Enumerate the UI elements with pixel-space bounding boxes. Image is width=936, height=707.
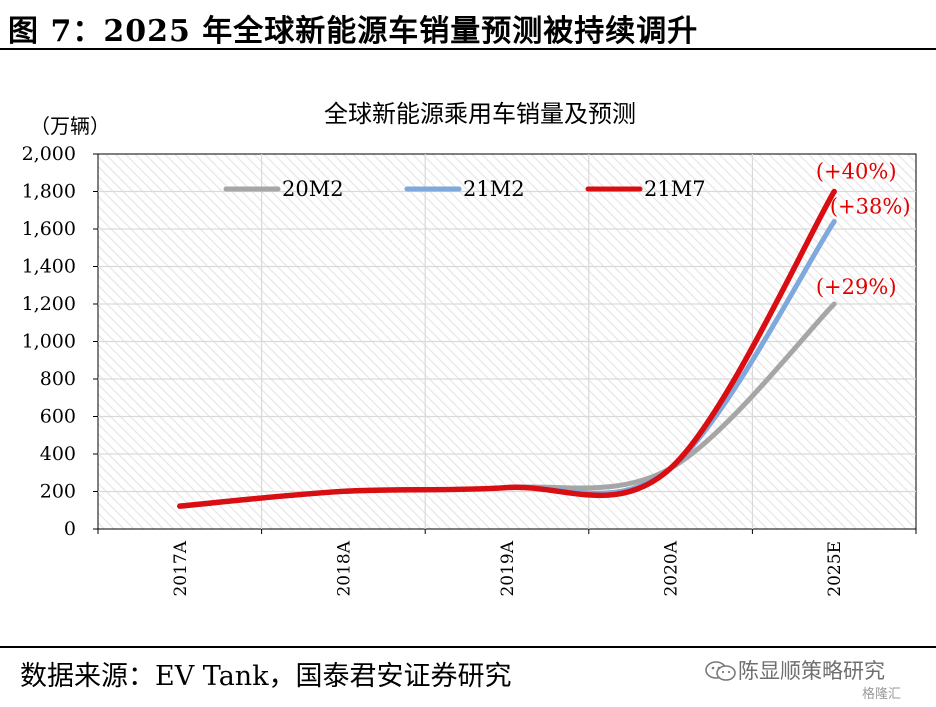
y-tick-label: 1,200 (22, 293, 76, 315)
end-label: (+38%) (830, 195, 911, 219)
chart-title: 全球新能源乘用车销量及预测 (324, 100, 636, 128)
y-tick-label: 1,600 (22, 218, 76, 240)
footer-divider (0, 646, 936, 648)
x-tick-label: 2020A (662, 540, 682, 596)
legend-label: 20M2 (282, 177, 344, 201)
gridlines (98, 154, 916, 529)
y-tick-label: 400 (40, 443, 76, 465)
y-tick-label: 800 (40, 368, 76, 390)
line-chart: 2017A 2018A 2019A 2020A 2025E 0 200 400 600 800 1… (22, 100, 917, 597)
end-label: (+40%) (816, 160, 897, 184)
x-tick-label: 2025E (825, 541, 845, 597)
source-note: 数据来源：EV Tank，国泰君安证券研究 (20, 661, 512, 692)
legend: 20M2 21M2 21M7 (223, 177, 706, 201)
y-tick-label: 0 (64, 518, 76, 540)
end-annotations: (+40%) (+38%) (+29%) (816, 160, 911, 300)
watermark-sub: 格隆汇 (862, 687, 902, 702)
wechat-icon (705, 661, 736, 681)
legend-label: 21M7 (644, 177, 706, 201)
y-tick-label: 1,800 (22, 181, 76, 203)
series-line-21m7 (177, 188, 837, 509)
figure-title: 图 7：2025 年全球新能源车销量预测被持续调升 (8, 14, 699, 49)
y-tick-label: 1,000 (22, 331, 76, 353)
y-unit-label: （万辆） (30, 114, 110, 138)
x-tick-label: 2018A (334, 540, 354, 596)
series-lines (177, 188, 837, 509)
x-tick-label: 2017A (171, 540, 191, 596)
y-tick-label: 600 (40, 406, 76, 428)
y-axis: 0 200 400 600 800 1,000 1,200 1,400 1,600 1,800 2,… (22, 143, 98, 540)
watermark-text: 陈显顺策略研究 (738, 659, 885, 683)
x-axis: 2017A 2018A 2019A 2020A 2025E (97, 529, 917, 597)
y-tick-label: 1,400 (22, 256, 76, 278)
y-tick-label: 2,000 (22, 143, 76, 165)
watermark: 陈显顺策略研究 (704, 655, 885, 685)
end-label: (+29%) (816, 275, 897, 299)
title-divider (0, 48, 936, 50)
legend-label: 21M2 (463, 177, 525, 201)
x-tick-label: 2019A (498, 540, 518, 596)
y-tick-label: 200 (40, 481, 76, 503)
